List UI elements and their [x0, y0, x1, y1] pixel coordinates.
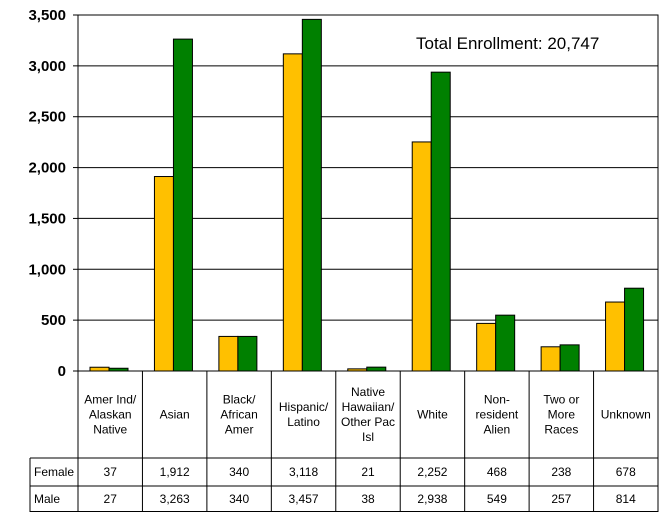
category-label-line: Unknown	[601, 408, 651, 422]
category-label-line: Hawaiian/	[342, 400, 395, 414]
bar-female-1	[153, 176, 174, 372]
y-tick-label: 1,500	[28, 210, 66, 227]
bar-female-7	[540, 346, 561, 372]
bar-male-1	[172, 38, 193, 372]
bar-male-2	[237, 335, 258, 372]
category-label-line: Native	[93, 423, 127, 437]
y-tick-labels: 0 500 1,000 1,500 2,000 2,500 3,000 3,500	[28, 7, 66, 380]
data-cell: 2,938	[417, 492, 447, 506]
category-label-line: Asian	[160, 408, 190, 422]
y-tick-label: 3,500	[28, 7, 66, 24]
row-label-male: Male	[34, 492, 60, 506]
category-label-line: African	[220, 408, 257, 422]
category-label: Asian	[160, 408, 190, 422]
bar-male-7	[559, 344, 580, 372]
bar-male-3	[301, 18, 322, 372]
y-tick-label: 0	[58, 363, 66, 380]
data-cell: 21	[361, 465, 375, 479]
data-cell: 468	[487, 465, 507, 479]
bar-female-2	[218, 335, 239, 372]
category-label-line: Alien	[484, 423, 511, 437]
bar-male-6	[495, 314, 516, 372]
category-label-line: Two or	[543, 393, 579, 407]
category-label-line: Amer Ind/	[84, 393, 137, 407]
data-cell: 3,457	[289, 492, 319, 506]
y-tick-label: 1,000	[28, 261, 66, 278]
category-label-line: Non-	[484, 393, 510, 407]
data-cell: 27	[104, 492, 118, 506]
category-label-line: Alaskan	[89, 408, 132, 422]
data-cell: 1,912	[160, 465, 190, 479]
axes	[73, 14, 659, 372]
category-label-line: White	[417, 408, 448, 422]
plot-frame	[77, 14, 659, 372]
category-label-line: Black/	[223, 393, 256, 407]
category-label: Native Hawaiian/Other Pac Isl	[341, 385, 395, 444]
total-enrollment-annotation: Total Enrollment: 20,747	[416, 34, 599, 53]
data-cell: 238	[551, 465, 571, 479]
bar-female-3	[282, 53, 303, 372]
data-cell: 257	[551, 492, 571, 506]
category-label-line: Hispanic/	[279, 400, 329, 414]
bar-female-6	[476, 322, 497, 372]
category-label: Amer Ind/Alaskan Native	[84, 393, 137, 437]
category-label-line: Races	[544, 423, 578, 437]
category-label-line: resident	[476, 408, 519, 422]
data-table: Amer Ind/Alaskan NativeAsianBlack/African…	[29, 371, 659, 512]
data-cell: 37	[104, 465, 118, 479]
bars	[89, 18, 645, 372]
category-label-line: More	[548, 408, 576, 422]
category-label: Black/African Amer	[220, 393, 257, 437]
category-label: Hispanic/Latino	[279, 400, 329, 429]
y-tick-label: 2,000	[28, 160, 66, 177]
category-label-line: Latino	[287, 415, 320, 429]
bar-female-8	[605, 301, 626, 372]
data-cell: 340	[229, 465, 249, 479]
data-cell: 814	[616, 492, 636, 506]
bar-male-8	[624, 287, 645, 372]
category-label: Two or More Races	[543, 393, 579, 437]
category-label-line: Native	[351, 385, 385, 399]
data-cell: 678	[616, 465, 636, 479]
data-cell: 549	[487, 492, 507, 506]
bar-male-4	[366, 366, 387, 372]
data-cell: 2,252	[417, 465, 447, 479]
data-cell: 340	[229, 492, 249, 506]
bar-female-5	[411, 141, 432, 372]
bar-female-0	[89, 366, 110, 372]
y-tick-label: 500	[41, 312, 66, 329]
data-cell: 3,263	[160, 492, 190, 506]
category-label: White	[417, 408, 448, 422]
category-label: Non-resident Alien	[476, 393, 519, 437]
category-label-line: Amer	[225, 423, 254, 437]
bar-male-5	[430, 71, 451, 372]
data-cell: 3,118	[289, 465, 318, 479]
category-label-line: Isl	[362, 430, 374, 444]
y-tick-label: 3,000	[28, 58, 66, 75]
category-label: Unknown	[601, 408, 651, 422]
row-label-female: Female	[34, 465, 74, 479]
y-tick-label: 2,500	[28, 109, 66, 126]
data-cell: 38	[361, 492, 375, 506]
category-label-line: Other Pac	[341, 415, 395, 429]
